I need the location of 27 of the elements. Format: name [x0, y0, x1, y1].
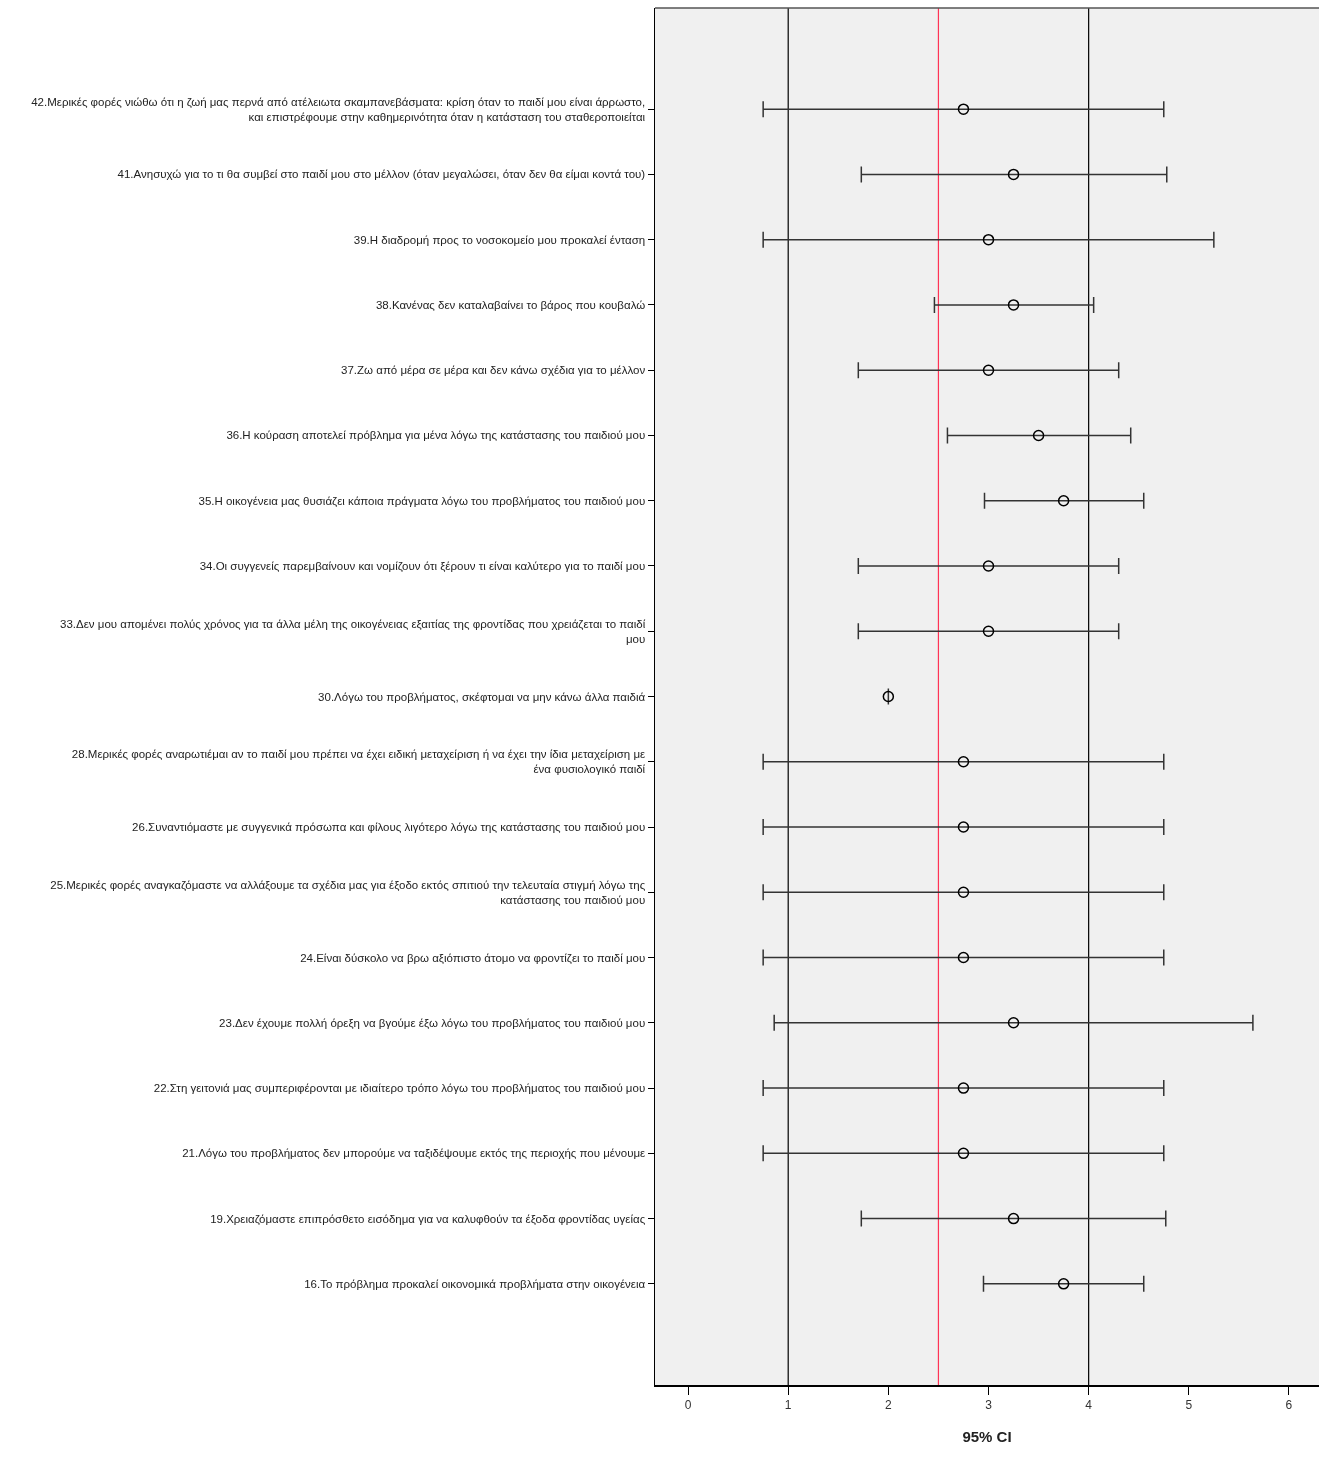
x-tick-label: 0: [684, 1397, 692, 1412]
y-tick-label: 35.Η οικογένεια μας θυσιάζει κάποια πράγματα λόγω του προβλήματος του παιδιού μου: [198, 494, 646, 507]
y-tick-label: 36.Η κούραση αποτελεί πρόβλημα για μένα λόγω της κατάστασης του παιδιού μου: [226, 429, 646, 442]
y-tick-label: 26.Συναντιόμαστε με συγγενικά πρόσωπα και φίλους λιγότερο λόγω της κατάστασης του παιδιού μου: [132, 821, 646, 834]
y-tick-label: 30.Λόγω του προβλήματος, σκέφτομαι να μην κάνω άλλα παιδιά: [318, 690, 646, 703]
x-tick-label: 2: [885, 1397, 893, 1412]
y-tick-label: 37.Ζω από μέρα σε μέρα και δεν κάνω σχέδια για το μέλλον: [341, 364, 646, 377]
x-axis-title: 95% CI: [962, 1427, 1012, 1445]
y-tick-label: 42.Μερικές φορές νιώθω ότι η ζωή μας περνά από ατέλειωτα σκαμπανεβάσματα: κρίση όταν το παιδί μου είναι άρρωστο, και επιστρέφουμε στην καθημερινότητα όταν η κατάσταση του σταθεροποιείται: [31, 95, 646, 123]
x-tick-label: 5: [1185, 1397, 1193, 1412]
y-tick-label: 16.Το πρόβλημα προκαλεί οικονομικά προβλήματα στην οικογένεια: [304, 1277, 646, 1290]
y-tick-label: 23.Δεν έχουμε πολλή όρεξη να βγούμε έξω λόγω του προβλήματος του παιδιού μου: [219, 1016, 646, 1029]
y-tick-label: 22.Στη γειτονιά μας συμπεριφέρονται με ιδιαίτερο τρόπο λόγω του προβλήματος του παιδιού μου: [153, 1082, 646, 1095]
y-tick-label: 39.Η διαδρομή προς το νοσοκομείο μου προκαλεί ένταση: [353, 233, 646, 246]
y-tick-label: 24.Είναι δύσκολο να βρω αξιόπιστο άτομο να φροντίζει το παιδί μου: [300, 951, 646, 964]
x-tick-label: 6: [1285, 1397, 1293, 1412]
y-tick-label: 28.Μερικές φορές αναρωτιέμαι αν το παιδί μου πρέπει να έχει ειδική μεταχείριση ή να έχει την ίδια μεταχείριση με ένα φυσιολογικό παιδί: [71, 748, 646, 776]
y-tick-label: 21.Λόγω του προβλήματος δεν μπορούμε να ταξιδέψουμε εκτός της περιοχής που μένουμε: [182, 1147, 646, 1160]
y-tick-label: 41.Ανησυχώ για το τι θα συμβεί στο παιδί μου στο μέλλον (όταν μεγαλώσει, όταν δεν θα είμαι κοντά του): [117, 168, 646, 181]
y-tick-label: 33.Δεν μου απομένει πολύς χρόνος για τα άλλα μέλη της οικογένειας εξαιτίας της φροντίδας που χρειάζεται το παιδί μου: [60, 617, 646, 645]
x-tick-label: 1: [784, 1397, 792, 1412]
x-tick-label: 3: [985, 1397, 993, 1412]
y-tick-label: 38.Κανένας δεν καταλαβαίνει το βάρος που κουβαλώ: [375, 298, 646, 311]
y-tick-label: 25.Μερικές φορές αναγκαζόμαστε να αλλάξουμε τα σχέδια μας για έξοδο εκτός σπιτιού την τελευταία στιγμή λόγω της κατάστασης του παιδιού μου: [50, 878, 646, 906]
y-tick-label: 19.Χρειαζόμαστε επιπρόσθετο εισόδημα για να καλυφθούν τα έξοδα φροντίδας υγείας: [210, 1212, 646, 1225]
x-tick-label: 4: [1085, 1397, 1093, 1412]
y-tick-label: 34.Οι συγγενείς παρεμβαίνουν και νομίζουν ότι ξέρουν τι είναι καλύτερο για το παιδί μου: [199, 560, 646, 573]
